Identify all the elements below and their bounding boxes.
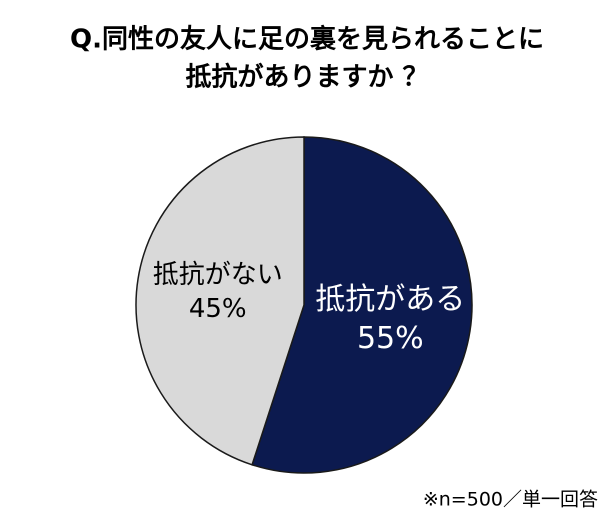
slice-label: 抵抗がある (315, 282, 465, 317)
slice-value-label: 45% (189, 294, 247, 324)
slice-value-label: 55% (357, 321, 424, 356)
pie-slice (251, 136, 473, 474)
chart-title: Q.同性の友人に足の裏を見られることに (70, 24, 544, 55)
note: ※n=500／単一回答 (423, 489, 598, 511)
pie-slice (135, 136, 305, 466)
chart-title: 抵抗がありますか ？ (185, 62, 428, 93)
slice-label: 抵抗がない (153, 260, 283, 290)
